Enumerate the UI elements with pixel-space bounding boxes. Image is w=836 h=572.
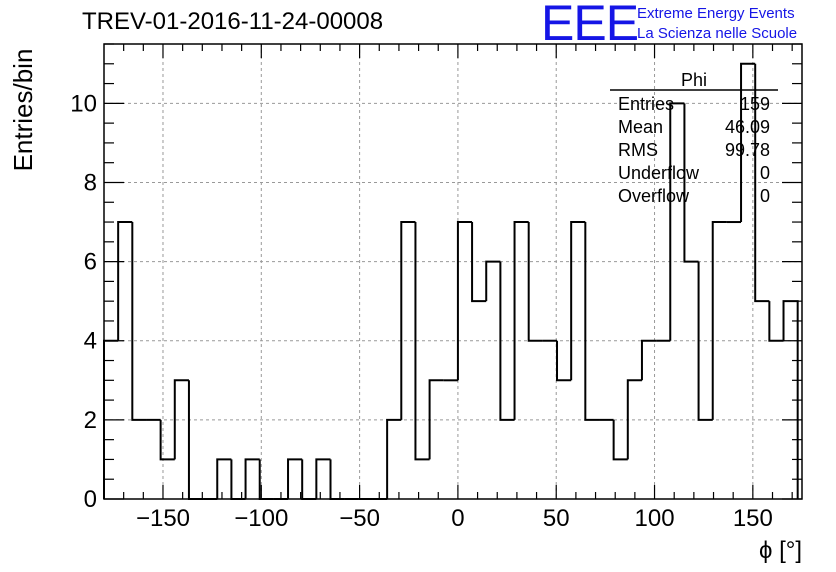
stats-row-value: 46.09 <box>725 117 770 137</box>
x-tick-label: 150 <box>733 505 773 532</box>
stats-row-label: Entries <box>618 94 674 114</box>
tagline-la-scienza: La Scienza nelle Scuole <box>637 25 798 42</box>
stats-row-label: Underflow <box>618 163 700 183</box>
histogram-bin <box>768 301 784 342</box>
x-tick-label: 50 <box>543 505 570 532</box>
histogram-bin <box>131 222 147 421</box>
x-tick-label: −150 <box>136 505 190 532</box>
histogram-bin <box>244 458 260 499</box>
histogram-bin <box>626 379 642 460</box>
histogram-bin <box>173 379 189 460</box>
histogram-bin <box>117 221 133 341</box>
histogram-bin <box>329 459 345 500</box>
stats-row-label: RMS <box>618 140 658 160</box>
stats-box: Phi Entries 159 Mean 46.09 RMS 99.78 Underflow… <box>610 70 778 206</box>
axis-ticks <box>104 43 802 500</box>
histogram-bin <box>216 458 232 499</box>
y-tick-label: 10 <box>70 90 97 117</box>
histogram-bin <box>527 222 543 342</box>
histogram-bin <box>499 261 515 421</box>
stats-box-title: Phi <box>681 70 707 90</box>
histogram-bin <box>485 260 501 302</box>
x-tick-label: 100 <box>635 505 675 532</box>
stats-row-value: 99.78 <box>725 140 770 160</box>
stats-row-value: 0 <box>760 186 770 206</box>
tagline-extreme-energy-events: Extreme Energy Events <box>637 5 795 22</box>
histogram-bin <box>697 261 713 421</box>
plot-frame <box>103 43 803 500</box>
y-tick-label: 4 <box>84 328 97 355</box>
histogram-bin <box>414 222 430 461</box>
eee-logo: EEE <box>541 0 639 51</box>
stats-row-label: Mean <box>618 117 663 137</box>
histogram-bin <box>640 339 657 381</box>
histogram-bin <box>428 379 444 460</box>
axis-tick-labels: −150 −100 −50 0 50 100 150 0 2 4 6 8 10 <box>70 90 773 532</box>
x-axis-title: ϕ [°] <box>759 537 802 564</box>
run-title: TREV-01-2016-11-24-00008 <box>82 8 384 35</box>
histogram-bin <box>230 459 246 500</box>
x-tick-label: −50 <box>339 505 380 532</box>
x-tick-label: 0 <box>451 505 464 532</box>
histogram-bin <box>683 103 699 263</box>
histogram-bin <box>669 102 685 341</box>
histogram-bin <box>584 222 600 421</box>
histogram-series <box>103 62 799 500</box>
y-tick-label: 0 <box>84 486 97 513</box>
stats-box-rows: Entries 159 Mean 46.09 RMS 99.78 Underflow 0 Ove… <box>618 94 770 206</box>
histogram-bin <box>287 458 303 499</box>
histogram-bin <box>612 419 628 461</box>
histogram-bin <box>754 63 770 303</box>
histogram-bin <box>556 340 572 382</box>
histogram-bin <box>400 221 416 420</box>
y-tick-label: 8 <box>84 169 97 196</box>
histogram-bin <box>456 221 473 381</box>
y-tick-label: 2 <box>84 407 97 434</box>
histogram-bin <box>301 459 317 500</box>
histogram-bin <box>513 221 529 420</box>
histogram-bin <box>711 221 727 420</box>
histogram-bin <box>159 419 175 461</box>
y-tick-label: 6 <box>84 249 97 276</box>
histogram-bin <box>386 418 402 499</box>
grid-lines <box>104 44 802 499</box>
histogram-bin <box>187 380 204 500</box>
stats-row-label: Overflow <box>618 186 690 206</box>
stats-row-value: 0 <box>760 163 770 183</box>
histogram-bin <box>570 221 586 381</box>
x-tick-label: −100 <box>234 505 288 532</box>
histogram-bin <box>315 458 331 499</box>
histogram-bin <box>740 62 756 223</box>
y-axis-title: Entries/bin <box>8 49 38 172</box>
stats-row-value: 159 <box>740 94 770 114</box>
histogram-bin <box>471 222 487 303</box>
